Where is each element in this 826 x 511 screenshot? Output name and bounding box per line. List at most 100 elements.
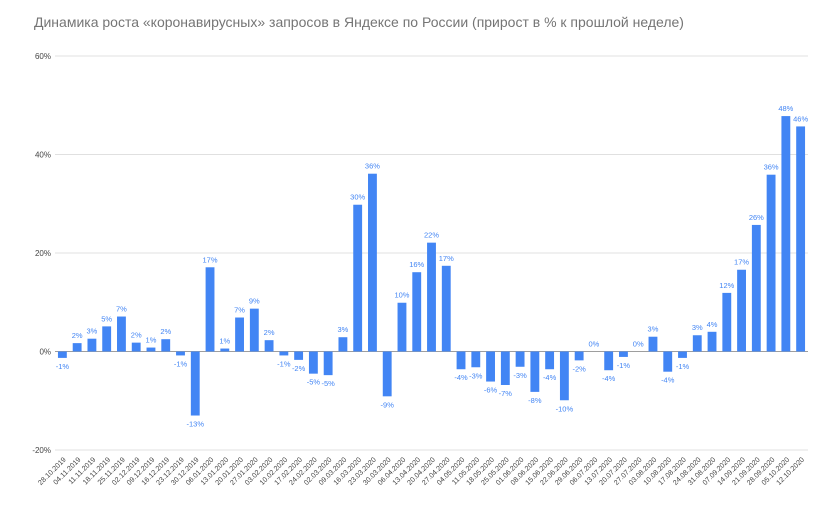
data-label: -9% [381,400,395,409]
bar [117,316,126,352]
bar [500,351,510,385]
bar [323,351,333,376]
bar [530,351,540,392]
bar [264,340,274,352]
bar [72,343,82,352]
data-label: 7% [234,306,245,315]
chart-title: Динамика роста «коронавирусных» запросов… [34,14,684,30]
data-label: 22% [424,231,439,240]
y-tick-label: 40% [35,151,51,160]
data-label: 2% [72,331,83,340]
bar [574,351,584,361]
data-label: 7% [116,305,127,314]
bar [663,351,673,372]
data-label: 2% [131,331,142,340]
data-label: 3% [692,323,703,332]
data-label: 17% [734,258,749,267]
data-label: -1% [174,359,188,368]
data-label: 12% [719,281,734,290]
bar [648,336,658,352]
bar [722,292,732,352]
bar [456,351,466,370]
bar [249,308,259,352]
bar [678,351,687,358]
bar [146,347,156,352]
bar [220,348,230,352]
bar [545,351,555,370]
bar [368,173,377,352]
bar [131,342,141,352]
data-label: -4% [661,376,675,385]
bar [338,337,348,352]
data-label: -8% [528,396,542,405]
data-label: -2% [292,364,306,373]
bar [176,351,185,356]
y-axis: -20% 0% 20% 40% 60% [32,52,51,455]
data-label: -1% [617,361,631,370]
bar [161,339,171,352]
bar [87,338,97,352]
data-label: 17% [203,255,218,264]
bars [57,116,806,416]
x-axis: 28.10.201904.11.201911.11.201918.11.2019… [36,455,806,487]
data-label: -5% [321,379,335,388]
bar [427,242,436,352]
data-label: -3% [469,371,483,380]
data-label: 2% [160,327,171,336]
data-label: -1% [676,362,690,371]
bar [441,265,451,352]
data-label: -5% [307,378,321,387]
data-labels: -1%2% 3%5%7%2%1%2%-1%-13%17%1%7%9%2%-1% -2… [56,104,809,428]
data-label: 3% [648,325,659,334]
data-label: -4% [543,373,557,382]
data-label: 46% [793,114,808,123]
data-label: 3% [86,327,97,336]
data-label: 1% [146,336,157,345]
bar [515,351,525,367]
data-label: 30% [350,193,365,202]
data-label: -4% [602,374,616,383]
bar [737,269,746,352]
bar [604,351,614,371]
bar [57,351,67,358]
bar [294,351,304,360]
bar [205,267,215,352]
data-label: 0% [633,340,644,349]
data-label: 16% [409,260,424,269]
bar [486,351,495,382]
data-label: 0% [588,340,599,349]
bar [751,224,761,352]
y-tick-label: 60% [35,52,51,61]
data-label: 9% [249,297,260,306]
bar [190,351,200,416]
bar [308,351,318,374]
data-label: 48% [778,104,793,113]
data-label: -1% [277,359,291,368]
bar [619,351,628,357]
data-label: -3% [513,371,527,380]
bar [796,126,806,352]
y-tick-label: 20% [35,249,51,258]
bar [412,272,422,352]
data-label: -6% [484,386,498,395]
data-label: 26% [749,213,764,222]
bar [382,351,392,397]
data-label: -13% [187,420,205,429]
data-label: 1% [219,337,230,346]
bar [781,116,791,352]
data-label: 5% [101,314,112,323]
data-label: 3% [337,325,348,334]
bar [235,317,244,352]
data-label: -4% [454,373,468,382]
y-tick-label: 0% [39,348,51,357]
data-label: 36% [365,162,380,171]
data-label: -2% [572,364,586,373]
data-label: 2% [264,328,275,337]
bar [707,331,717,352]
data-label: 4% [707,320,718,329]
bar [102,326,112,352]
bar [397,302,407,352]
y-tick-label: -20% [32,446,51,455]
data-label: 17% [439,254,454,263]
